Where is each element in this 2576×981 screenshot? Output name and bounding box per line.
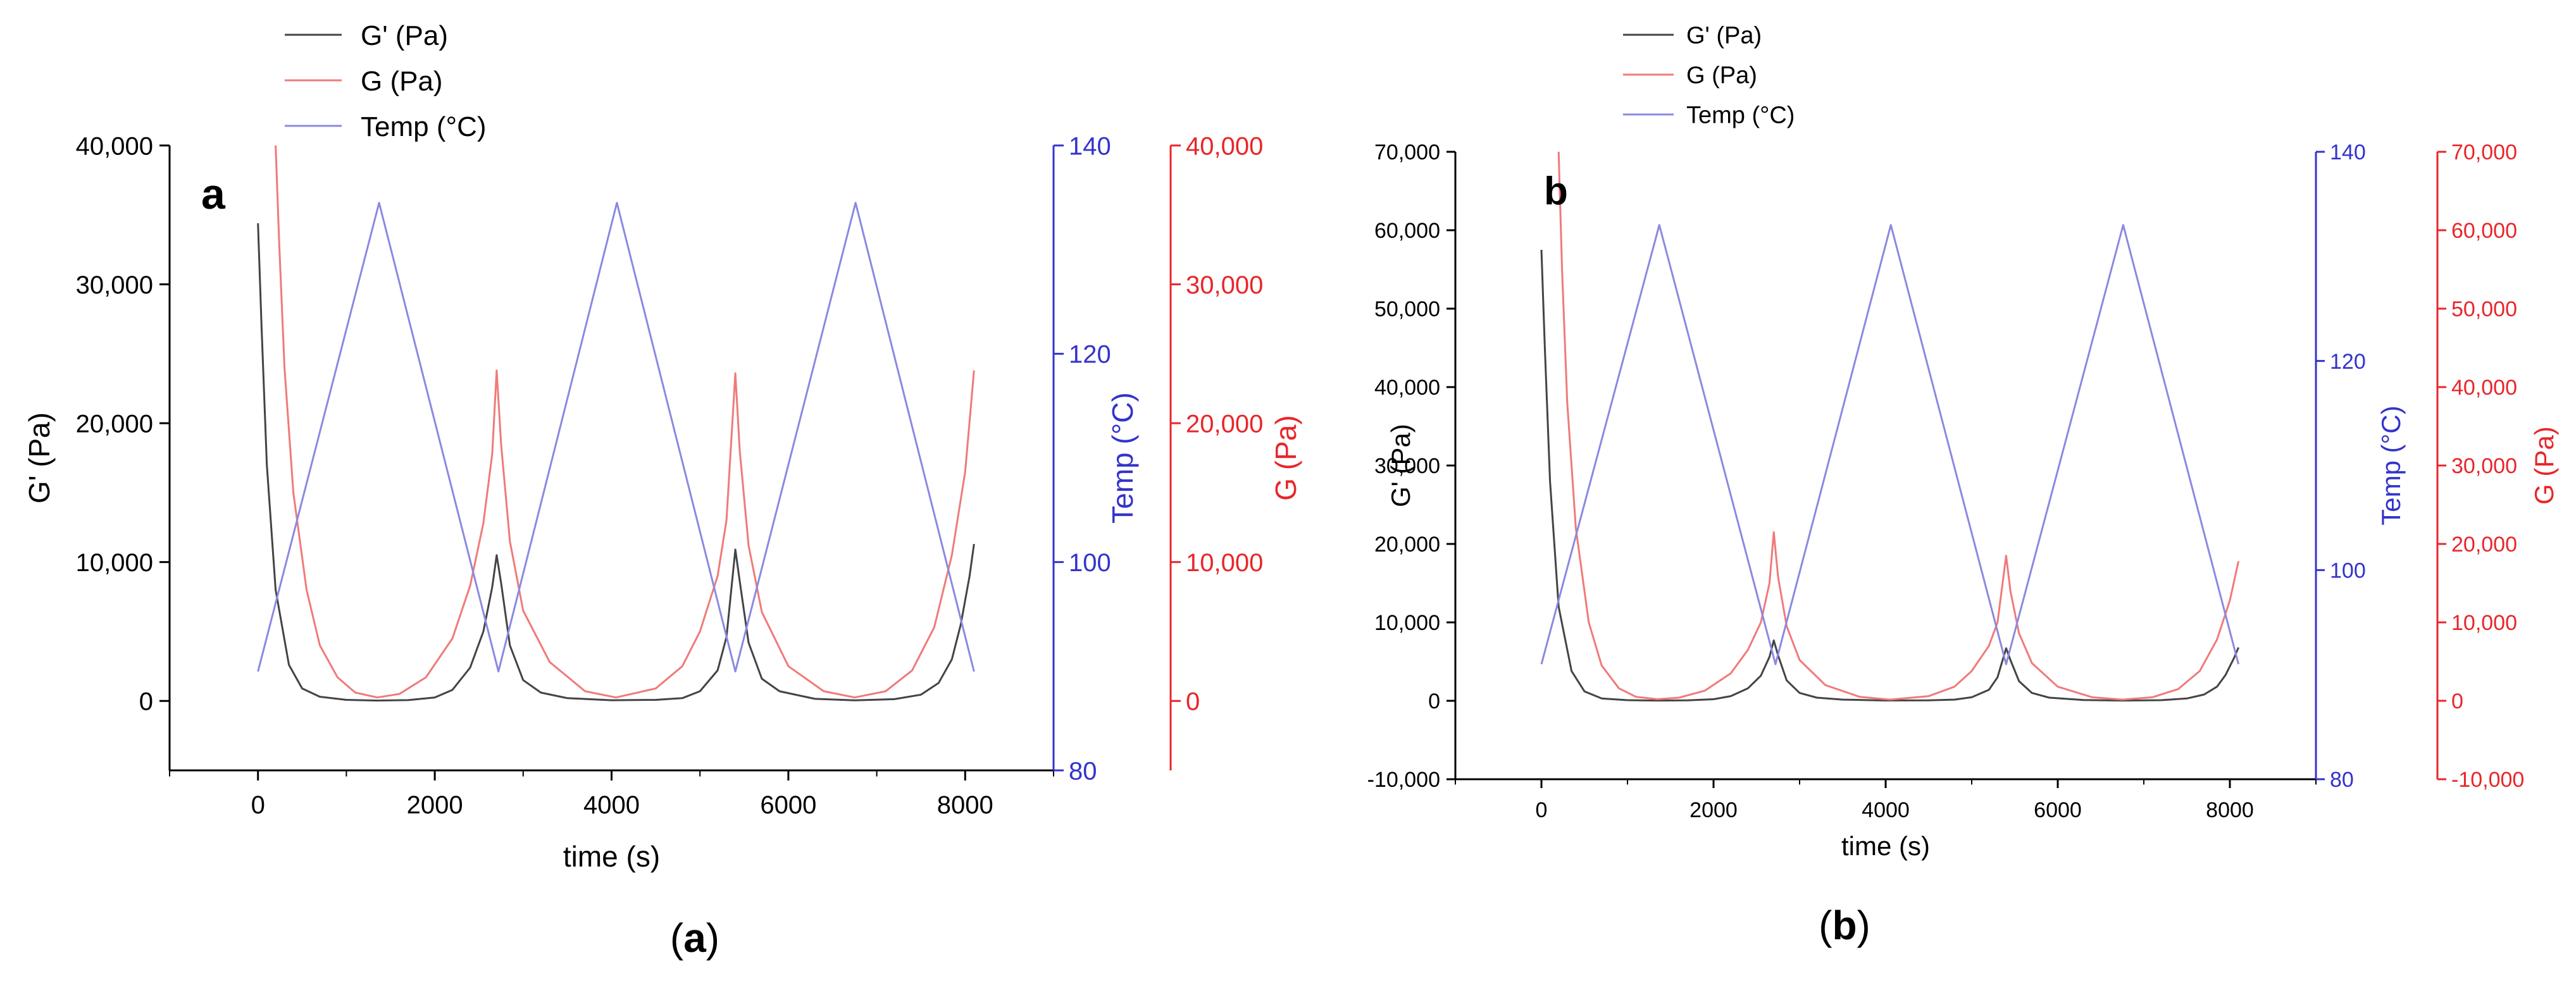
x-tick-label: 8000 xyxy=(2206,798,2254,822)
x-tick-label: 4000 xyxy=(1862,798,1910,822)
g-tick-label: 10,000 xyxy=(2451,611,2517,635)
x-tick-label: 8000 xyxy=(937,791,993,819)
left-axis-title: G' (Pa) xyxy=(1386,424,1416,507)
series-line-g-prime xyxy=(257,223,975,702)
legend-label: G' (Pa) xyxy=(1686,23,1762,49)
left-tick-label: 0 xyxy=(1428,689,1440,713)
legend-label: Temp (°C) xyxy=(361,111,487,142)
g-tick-label: 0 xyxy=(2451,689,2463,713)
g-axis-title: G (Pa) xyxy=(1269,415,1302,500)
left-tick-label: 60,000 xyxy=(1374,219,1440,243)
left-tick-label: 30,000 xyxy=(1374,454,1440,478)
g-axis-title: G (Pa) xyxy=(2529,426,2559,505)
g-tick-label: 30,000 xyxy=(1186,271,1263,299)
chart-panel-b: 0 2000 4000 6000 8000 time (s) -10,000 0 10,000 2… xyxy=(1367,23,2559,948)
g-tick-label: 40,000 xyxy=(1186,132,1263,160)
legend-label: G (Pa) xyxy=(361,66,443,97)
series-line-temp xyxy=(1540,224,2240,665)
temp-tick-label: 80 xyxy=(2330,768,2354,792)
x-tick-label: 2000 xyxy=(407,791,463,819)
panel-caption: (b) xyxy=(1819,903,1870,948)
g-tick-label: 10,000 xyxy=(1186,549,1263,577)
panel-letter: b xyxy=(1544,170,1568,213)
panel-caption: (a) xyxy=(670,915,719,961)
legend-label: G (Pa) xyxy=(1686,63,1757,89)
x-axis-title: time (s) xyxy=(1841,831,1930,861)
g-tick-label: -10,000 xyxy=(2451,768,2524,792)
series-line-g-prime xyxy=(1540,249,2239,702)
temp-tick-label: 100 xyxy=(1069,549,1111,577)
left-tick-label: 50,000 xyxy=(1374,297,1440,321)
left-tick-label: 30,000 xyxy=(76,271,153,299)
temp-tick-label: 80 xyxy=(1069,757,1097,785)
g-tick-label: 60,000 xyxy=(2451,219,2517,243)
left-tick-label: 20,000 xyxy=(1374,533,1440,557)
x-tick-label: 0 xyxy=(251,791,265,819)
series-line-g xyxy=(275,145,975,699)
temp-tick-label: 120 xyxy=(1069,341,1111,369)
g-tick-label: 30,000 xyxy=(2451,454,2517,478)
g-tick-label: 70,000 xyxy=(2451,140,2517,164)
g-tick-label: 20,000 xyxy=(2451,533,2517,557)
temp-tick-label: 140 xyxy=(1069,132,1111,160)
temp-axis-title: Temp (°C) xyxy=(1106,392,1139,524)
chart-panel-a: 0 2000 4000 6000 8000 time (s) 0 10,000 20,000 30… xyxy=(23,20,1302,961)
series-line-g xyxy=(1557,151,2240,701)
temp-tick-label: 100 xyxy=(2330,559,2366,583)
x-tick-label: 6000 xyxy=(2034,798,2082,822)
left-tick-label: 0 xyxy=(139,688,153,716)
legend-label: Temp (°C) xyxy=(1686,102,1795,129)
temp-axis-title: Temp (°C) xyxy=(2376,405,2406,525)
left-tick-label: 10,000 xyxy=(76,549,153,577)
left-tick-label: 10,000 xyxy=(1374,611,1440,635)
g-tick-label: 50,000 xyxy=(2451,297,2517,321)
left-tick-label: 40,000 xyxy=(76,132,153,160)
x-tick-label: 6000 xyxy=(760,791,816,819)
g-tick-label: 0 xyxy=(1186,688,1200,716)
legend-label: G' (Pa) xyxy=(361,20,448,51)
x-tick-label: 4000 xyxy=(583,791,640,819)
left-tick-label: 70,000 xyxy=(1374,140,1440,164)
x-axis-title: time (s) xyxy=(563,840,660,873)
x-tick-label: 0 xyxy=(1536,798,1548,822)
g-tick-label: 20,000 xyxy=(1186,410,1263,438)
left-tick-label: 20,000 xyxy=(76,410,153,438)
left-tick-label: 40,000 xyxy=(1374,376,1440,400)
temp-tick-label: 120 xyxy=(2330,350,2366,374)
left-axis-title: G' (Pa) xyxy=(23,412,56,503)
series-line-temp xyxy=(257,202,975,673)
x-tick-label: 2000 xyxy=(1689,798,1738,822)
left-tick-label: -10,000 xyxy=(1367,768,1440,792)
g-tick-label: 40,000 xyxy=(2451,376,2517,400)
panel-letter: a xyxy=(201,170,226,218)
temp-tick-label: 140 xyxy=(2330,140,2366,164)
